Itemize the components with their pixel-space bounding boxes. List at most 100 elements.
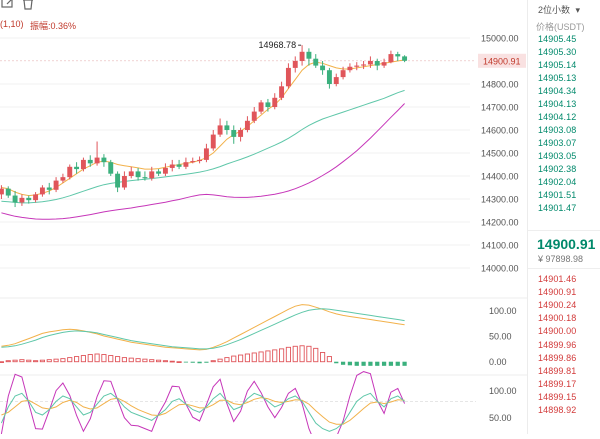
- y-tick-label: 14300.00: [481, 195, 519, 205]
- macd-histogram-bar: [135, 358, 141, 363]
- candle-body: [285, 67, 291, 87]
- kdj-y-tick-label: 50.00: [489, 413, 512, 423]
- ask-price-row[interactable]: 14901.51: [538, 190, 577, 200]
- macd-histogram-bar: [204, 361, 209, 363]
- macd-y-tick-label: 50.00: [489, 332, 512, 342]
- edit-icon[interactable]: [1, 0, 15, 15]
- bid-price-row[interactable]: 14899.96: [538, 339, 577, 350]
- bid-price-row[interactable]: 14899.81: [538, 365, 577, 376]
- macd-histogram-bar: [265, 350, 271, 363]
- macd-histogram-bar: [162, 360, 168, 363]
- macd-histogram-bar: [224, 357, 230, 363]
- bid-price-row[interactable]: 14900.24: [538, 300, 577, 311]
- chart-area[interactable]: 15000.00 14900.91 14800.00 14700.00 14600.00…: [0, 0, 527, 439]
- candle-body: [12, 195, 18, 203]
- macd-histogram-bar: [395, 361, 400, 366]
- delete-icon[interactable]: [21, 0, 35, 15]
- ask-price-row[interactable]: 14901.47: [538, 203, 577, 213]
- candle-body: [149, 171, 155, 179]
- macd-histogram-bar: [217, 358, 223, 363]
- chart-canvas[interactable]: 15000.00 14900.91 14800.00 14700.00 14600.00…: [0, 0, 527, 439]
- macd-histogram-bar: [279, 348, 285, 363]
- bid-price-row[interactable]: 14899.15: [538, 391, 577, 402]
- ma-long-line: [1, 103, 405, 220]
- macd-histogram-bar: [19, 359, 25, 363]
- y-tick-label: 14700.00: [481, 103, 519, 113]
- macd-histogram-bar: [94, 353, 100, 363]
- ask-price-row[interactable]: 14903.08: [538, 125, 577, 135]
- ask-price-row[interactable]: 14903.07: [538, 138, 577, 148]
- macd-histogram-bar: [285, 346, 291, 363]
- bid-price-row[interactable]: 14899.86: [538, 352, 577, 363]
- macd-histogram-bar: [74, 356, 80, 363]
- ask-price-row[interactable]: 14905.14: [538, 60, 577, 70]
- macd-histogram-bar: [402, 361, 407, 366]
- macd-histogram-bar: [292, 345, 298, 363]
- candle-body: [19, 197, 25, 203]
- candle-body: [108, 162, 114, 174]
- bid-price-row[interactable]: 14900.91: [538, 287, 577, 298]
- candle-body: [210, 134, 216, 149]
- macd-histogram-bar: [272, 349, 278, 363]
- ask-price-row[interactable]: 14905.13: [538, 73, 577, 83]
- macd-histogram-bar: [244, 353, 250, 363]
- candle-body: [361, 64, 367, 66]
- macd-histogram-bar: [381, 361, 387, 366]
- candle-body: [33, 194, 39, 201]
- candle-body: [279, 86, 285, 98]
- ask-price-row[interactable]: 14905.45: [538, 34, 577, 44]
- candle-body: [0, 188, 4, 195]
- ma-mid-line: [1, 89, 405, 204]
- candle-body: [60, 177, 66, 181]
- candle-body: [326, 70, 332, 84]
- y-tick-label: 14500.00: [481, 149, 519, 159]
- candle-body: [217, 125, 223, 135]
- ask-price-row[interactable]: 14904.13: [538, 99, 577, 109]
- candle-body: [53, 180, 59, 190]
- ask-price-row[interactable]: 14903.05: [538, 151, 577, 161]
- macd-histogram-bar: [251, 352, 257, 363]
- macd-line-a: [1, 304, 405, 351]
- candle-body: [121, 176, 127, 188]
- macd-histogram-bar: [190, 361, 195, 363]
- bid-price-row[interactable]: 14900.00: [538, 326, 577, 337]
- macd-histogram-bar: [0, 361, 4, 363]
- macd-histogram-bar: [60, 358, 66, 363]
- candle-body: [272, 97, 278, 107]
- macd-histogram-bar: [142, 358, 148, 363]
- ask-price-row[interactable]: 14904.34: [538, 86, 577, 96]
- candle-body: [367, 61, 373, 65]
- macd-histogram-bar: [375, 361, 380, 366]
- candle-body: [94, 157, 100, 164]
- kdj-k-line: [0, 392, 405, 432]
- bid-price-row[interactable]: 14898.92: [538, 405, 577, 415]
- macd-histogram-bar: [176, 361, 182, 363]
- macd-histogram-bar: [306, 345, 312, 363]
- bid-price-row[interactable]: 14899.17: [538, 378, 577, 389]
- bid-price-row[interactable]: 14900.18: [538, 313, 577, 324]
- macd-histogram-bar: [46, 359, 52, 363]
- y-tick-label: 14400.00: [481, 172, 519, 182]
- macd-histogram-bar: [326, 356, 332, 363]
- divider: [528, 268, 600, 269]
- candle-body: [183, 162, 189, 167]
- bid-price-row[interactable]: 14901.46: [538, 274, 577, 284]
- ask-price-row[interactable]: 14905.30: [538, 47, 577, 57]
- precision-selector[interactable]: 2位小数 ▾: [538, 3, 580, 16]
- macd-y-tick-label: 100.00: [489, 306, 517, 316]
- candle-body: [251, 111, 257, 121]
- candle-body: [238, 130, 244, 137]
- ask-price-row[interactable]: 14904.12: [538, 112, 577, 122]
- y-tick-label: 14800.00: [481, 80, 519, 90]
- macd-histogram-bar: [156, 359, 162, 363]
- ask-price-row[interactable]: 14902.38: [538, 164, 577, 174]
- y-tick-label: 15000.00: [481, 34, 519, 44]
- candle-body: [5, 188, 11, 196]
- macd-histogram-bar: [231, 355, 237, 363]
- ask-price-row[interactable]: 14902.04: [538, 177, 577, 187]
- macd-histogram-bar: [121, 357, 127, 363]
- candle-body: [162, 167, 168, 174]
- candle-body: [169, 164, 175, 168]
- last-price: 14900.91: [537, 236, 596, 252]
- high-price-annotation: 14968.78: [259, 40, 297, 50]
